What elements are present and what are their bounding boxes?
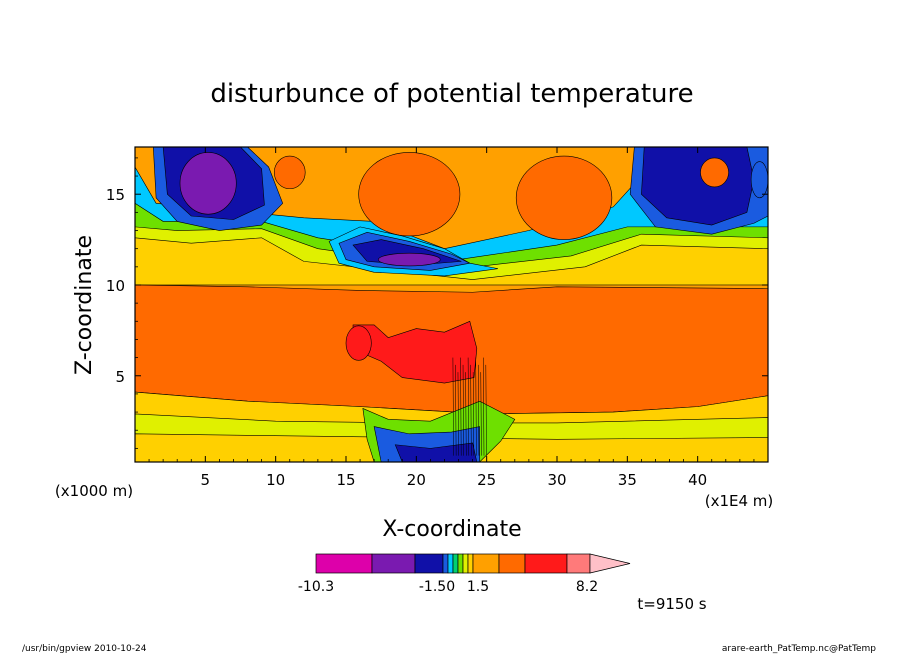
colorbar-swatch bbox=[442, 553, 449, 574]
field-streak-line bbox=[475, 357, 477, 456]
field-streak-line bbox=[470, 364, 472, 456]
field-streak-line bbox=[483, 357, 485, 456]
chart-title: disturbunce of potential temperature bbox=[210, 79, 693, 109]
field-warm-blob-b bbox=[700, 157, 729, 188]
colorbar-label: 1.5 bbox=[467, 579, 489, 595]
colorbar-swatch bbox=[566, 553, 591, 574]
field-warm-upper-left bbox=[358, 152, 461, 237]
x-tick-label: 40 bbox=[688, 471, 707, 489]
field-streak-line bbox=[457, 372, 459, 456]
field-streak-line bbox=[462, 364, 464, 456]
colorbar-swatch bbox=[467, 553, 474, 574]
footer-right: arare-earth_PatTemp.nc@PatTemp bbox=[722, 644, 876, 654]
field-streak-line bbox=[465, 372, 467, 456]
field-streak-line bbox=[467, 357, 470, 456]
colorbar-label: 8.2 bbox=[576, 579, 598, 595]
x-tick-label: 25 bbox=[477, 471, 496, 489]
contour-field bbox=[135, 147, 768, 462]
x-tick-label: 20 bbox=[407, 471, 426, 489]
colorbar-swatch bbox=[462, 553, 469, 574]
colorbar-swatch bbox=[457, 553, 464, 574]
y-tick-label: 15 bbox=[106, 186, 125, 204]
field-cold-mid-deep bbox=[378, 252, 441, 267]
y-unit-label: (x1000 m) bbox=[55, 482, 133, 500]
y-axis: 5 10 15 bbox=[106, 157, 768, 449]
colorbar-swatch bbox=[524, 553, 568, 574]
field-warm-upper-right bbox=[515, 155, 613, 240]
colorbar-extend-arrow bbox=[589, 553, 631, 574]
field-streak-line bbox=[472, 372, 475, 456]
colorbar-swatch bbox=[371, 553, 416, 574]
colorbar-label: -1.50 bbox=[419, 579, 455, 595]
field-streak-line bbox=[485, 364, 487, 456]
x-tick-label: 30 bbox=[547, 471, 566, 489]
colorbar-swatch bbox=[447, 553, 454, 574]
x-axis: 5 10 15 20 25 30 35 40 bbox=[148, 147, 755, 489]
colorbar-swatch bbox=[452, 553, 459, 574]
field-streak-line bbox=[480, 372, 482, 456]
y-tick-label: 5 bbox=[115, 368, 125, 386]
field-streak-line bbox=[477, 364, 480, 456]
y-tick-label: 10 bbox=[106, 277, 125, 295]
x-axis-label: X-coordinate bbox=[382, 517, 521, 542]
footer-left: /usr/bin/gpview 2010-10-24 bbox=[22, 644, 147, 654]
colorbar-swatch bbox=[315, 553, 373, 574]
x-unit-label: (x1E4 m) bbox=[705, 492, 774, 510]
plot-frame bbox=[134, 146, 769, 463]
y-axis-label: Z-coordinate bbox=[72, 235, 97, 375]
colorbar-label: -10.3 bbox=[298, 579, 334, 595]
colorbar-swatch bbox=[472, 553, 500, 574]
x-tick-label: 5 bbox=[201, 471, 211, 489]
field-streak-line bbox=[452, 357, 454, 456]
field-streak-line bbox=[455, 364, 457, 456]
field-warm-core-blob bbox=[345, 325, 372, 361]
field-cold-tr-right bbox=[750, 161, 768, 199]
colorbar-swatch bbox=[498, 553, 526, 574]
colorbar: -10.3 -1.50 1.5 8.2 bbox=[298, 553, 631, 595]
field-streak-line bbox=[460, 357, 462, 456]
field-cold-tl-core bbox=[179, 152, 237, 215]
colorbar-swatch bbox=[414, 553, 444, 574]
x-tick-label: 15 bbox=[336, 471, 355, 489]
x-tick-label: 35 bbox=[618, 471, 637, 489]
field-cold-low-core bbox=[394, 442, 478, 462]
time-label: t=9150 s bbox=[637, 595, 706, 613]
x-tick-label: 10 bbox=[266, 471, 285, 489]
field-warm-blob-a bbox=[273, 155, 306, 190]
